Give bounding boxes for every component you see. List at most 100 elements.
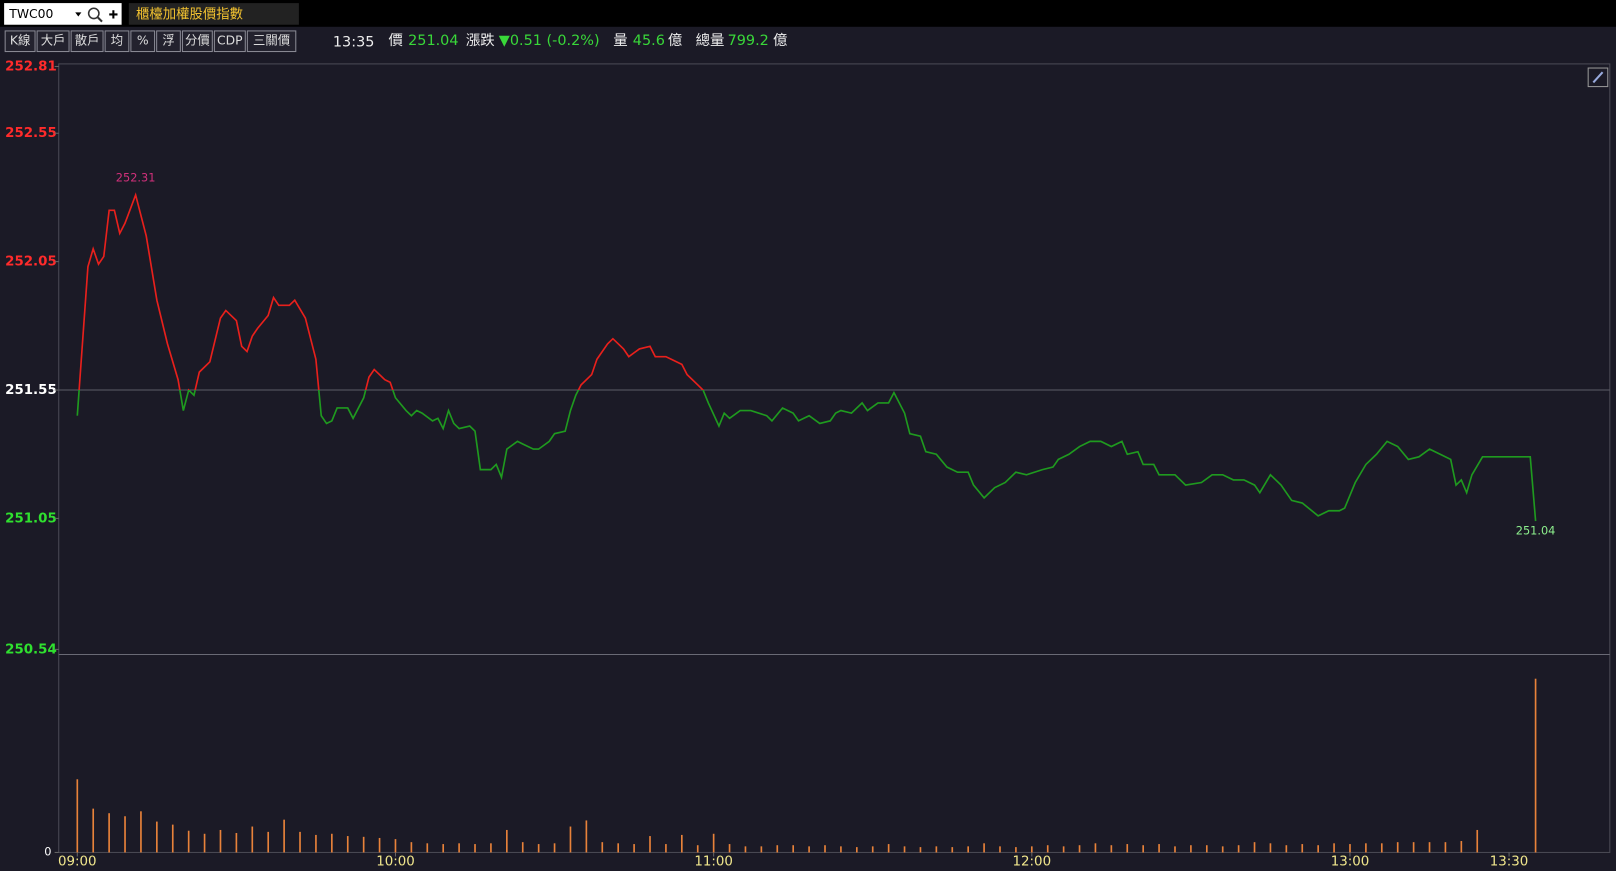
volume-bar	[649, 836, 651, 853]
volume-bar	[187, 830, 190, 853]
volume-bar	[171, 824, 174, 853]
volume-bar	[744, 846, 747, 853]
volume-bar	[792, 845, 795, 853]
volume-bar	[601, 842, 604, 853]
volume-bar	[1476, 829, 1479, 853]
volume-value: 45.6	[633, 33, 665, 49]
volume-bar	[1030, 846, 1033, 853]
volume-bar	[1349, 844, 1351, 853]
volume-bar	[1078, 845, 1081, 853]
toolbar-button-label[interactable]: 分價	[185, 34, 210, 48]
volume-bar	[1428, 842, 1431, 853]
volume-bar	[442, 844, 445, 853]
volume-bar	[108, 813, 110, 853]
volume-bar	[903, 846, 906, 853]
toolbar-button[interactable]	[4, 30, 36, 53]
volume-bar	[1412, 842, 1415, 853]
y-tick-label: 0	[44, 844, 51, 858]
toolbar-button[interactable]	[36, 30, 70, 53]
volume-bar	[299, 831, 301, 853]
search-icon[interactable]	[87, 7, 103, 23]
volume-bar	[1174, 846, 1176, 853]
toolbar-button[interactable]	[181, 30, 213, 53]
y-tick-label: 251.05	[5, 511, 57, 526]
volume-bar	[696, 845, 699, 853]
volume-bar	[871, 846, 874, 853]
price-label: 價	[389, 32, 403, 49]
dropdown-arrow[interactable]	[75, 12, 82, 17]
volume-bar	[1158, 844, 1160, 853]
volume-bar	[1365, 843, 1367, 853]
toolbar-button-label[interactable]: 三關價	[253, 34, 290, 48]
toolbar-button-label[interactable]: 散戶	[75, 33, 100, 48]
toolbar-button-label[interactable]: %	[137, 34, 149, 48]
volume-bar	[1301, 844, 1304, 853]
volume-bar	[951, 847, 954, 853]
toolbar-button[interactable]	[104, 30, 130, 53]
total-unit: 億	[773, 32, 787, 49]
volume-bar	[506, 829, 508, 853]
volume-bar	[760, 846, 763, 853]
volume-bar	[521, 842, 524, 853]
total-value: 799.2	[728, 33, 769, 49]
volume-bar	[490, 843, 492, 853]
volume-bar	[1380, 843, 1383, 853]
volume-bar	[203, 833, 206, 853]
volume-bar	[219, 829, 222, 853]
volume-bar	[1333, 843, 1335, 853]
volume-bar	[378, 837, 381, 853]
toolbar-button[interactable]	[156, 30, 181, 53]
y-tick-label: 250.54	[5, 642, 57, 657]
link-glyph	[1592, 71, 1604, 84]
volume-bar	[1015, 847, 1017, 853]
volume-bar	[1285, 845, 1288, 853]
y-tick-label: 251.55	[5, 383, 57, 398]
link-icon[interactable]	[1587, 67, 1609, 88]
add-icon[interactable]	[109, 10, 118, 19]
volume-bar	[362, 836, 365, 853]
volume-bar	[855, 847, 858, 853]
volume-bar	[537, 844, 540, 853]
price-value: 251.04	[408, 33, 458, 49]
volume-bar	[394, 839, 397, 853]
quote-time: 13:35	[333, 34, 375, 50]
volume-bar	[76, 779, 79, 853]
x-tick-label: 13:30	[1490, 855, 1529, 870]
volume-bar	[1205, 845, 1208, 853]
y-tick-label: 252.55	[5, 126, 57, 141]
volume-bar	[283, 819, 285, 853]
toolbar-button[interactable]	[246, 30, 297, 53]
volume-bar	[346, 836, 349, 853]
x-tick-label: 09:00	[58, 855, 97, 870]
x-tick-label: 12:00	[1013, 855, 1052, 870]
volume-bar	[1062, 846, 1065, 853]
toolbar-button-label[interactable]: CDP	[217, 34, 243, 48]
volume-bar	[617, 843, 620, 853]
volume-bar	[935, 846, 938, 853]
x-tick-label: 11:00	[694, 855, 733, 870]
volume-bar	[1142, 845, 1144, 853]
change-value: ▼0.51 (-0.2%)	[499, 33, 600, 49]
volume-bar	[251, 826, 254, 853]
volume-bar	[140, 811, 142, 853]
toolbar-button-label[interactable]: 均	[111, 34, 123, 48]
toolbar-button-label[interactable]: 浮	[162, 34, 174, 48]
toolbar-button[interactable]	[130, 30, 156, 53]
volume-bar	[1317, 845, 1319, 853]
y-tick-label: 252.81	[5, 59, 57, 74]
volume-bar	[410, 842, 413, 853]
toolbar-button-label[interactable]: K線	[10, 33, 30, 48]
volume-bar	[1460, 841, 1463, 853]
price-line-up	[78, 192, 704, 391]
volume-bar	[267, 831, 270, 853]
x-tick-label: 10:00	[376, 855, 415, 870]
toolbar-button-label[interactable]: 大戶	[41, 34, 66, 48]
volume-bar	[808, 846, 810, 853]
volume-bar	[1534, 678, 1537, 853]
volume-bar	[426, 843, 429, 853]
toolbar-button[interactable]	[213, 30, 246, 53]
plot-frame	[58, 63, 1611, 853]
toolbar-button[interactable]	[70, 30, 104, 53]
volume-bar	[967, 846, 970, 853]
